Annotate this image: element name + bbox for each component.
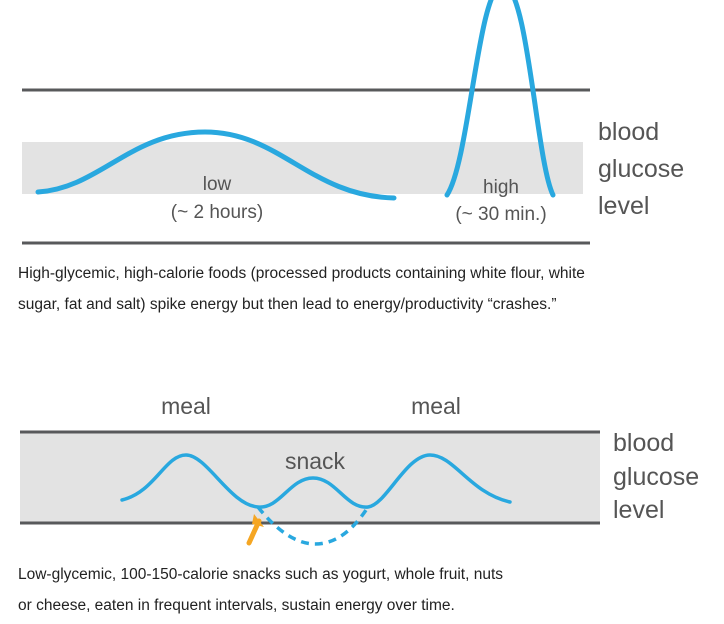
low-duration-label: (~ 2 hours)	[171, 202, 263, 223]
snack-arrow-head	[252, 514, 264, 527]
dashed-dip-curve	[256, 505, 370, 546]
high-duration-label: (~ 30 min.)	[455, 204, 546, 225]
bottom-caption-line-2: or cheese, eaten in frequent intervals, …	[18, 597, 455, 614]
bottom-axis-label-line-3: level	[613, 496, 664, 524]
bottom-caption-line-1: Low-glycemic, 100-150-calorie snacks suc…	[18, 566, 504, 583]
top-axis-label-line-1: blood	[598, 118, 659, 146]
bottom-caption: Low-glycemic, 100-150-calorie snacks suc…	[18, 559, 503, 621]
low-glycemic-curve	[35, 129, 397, 201]
low-label: low	[203, 174, 232, 195]
high-glycemic-curve	[444, 0, 556, 198]
top-axis-label-line-2: glucose	[598, 155, 684, 183]
bottom-axis-label-line-2: glucose	[613, 463, 699, 491]
meal-label-1: meal	[161, 393, 211, 419]
meal-label-2: meal	[411, 393, 461, 419]
top-caption-line-2: sugar, fat and salt) spike energy but th…	[18, 296, 557, 313]
top-axis-label-line-3: level	[598, 192, 649, 220]
high-label: high	[483, 177, 519, 198]
top-caption-line-1: High-glycemic, high-calorie foods (proce…	[18, 265, 585, 282]
snack-label: snack	[285, 448, 346, 474]
top-caption: High-glycemic, high-calorie foods (proce…	[18, 258, 585, 320]
low-glycemic-wave-curve	[120, 453, 512, 509]
bottom-axis-label-line-1: blood	[613, 429, 674, 457]
